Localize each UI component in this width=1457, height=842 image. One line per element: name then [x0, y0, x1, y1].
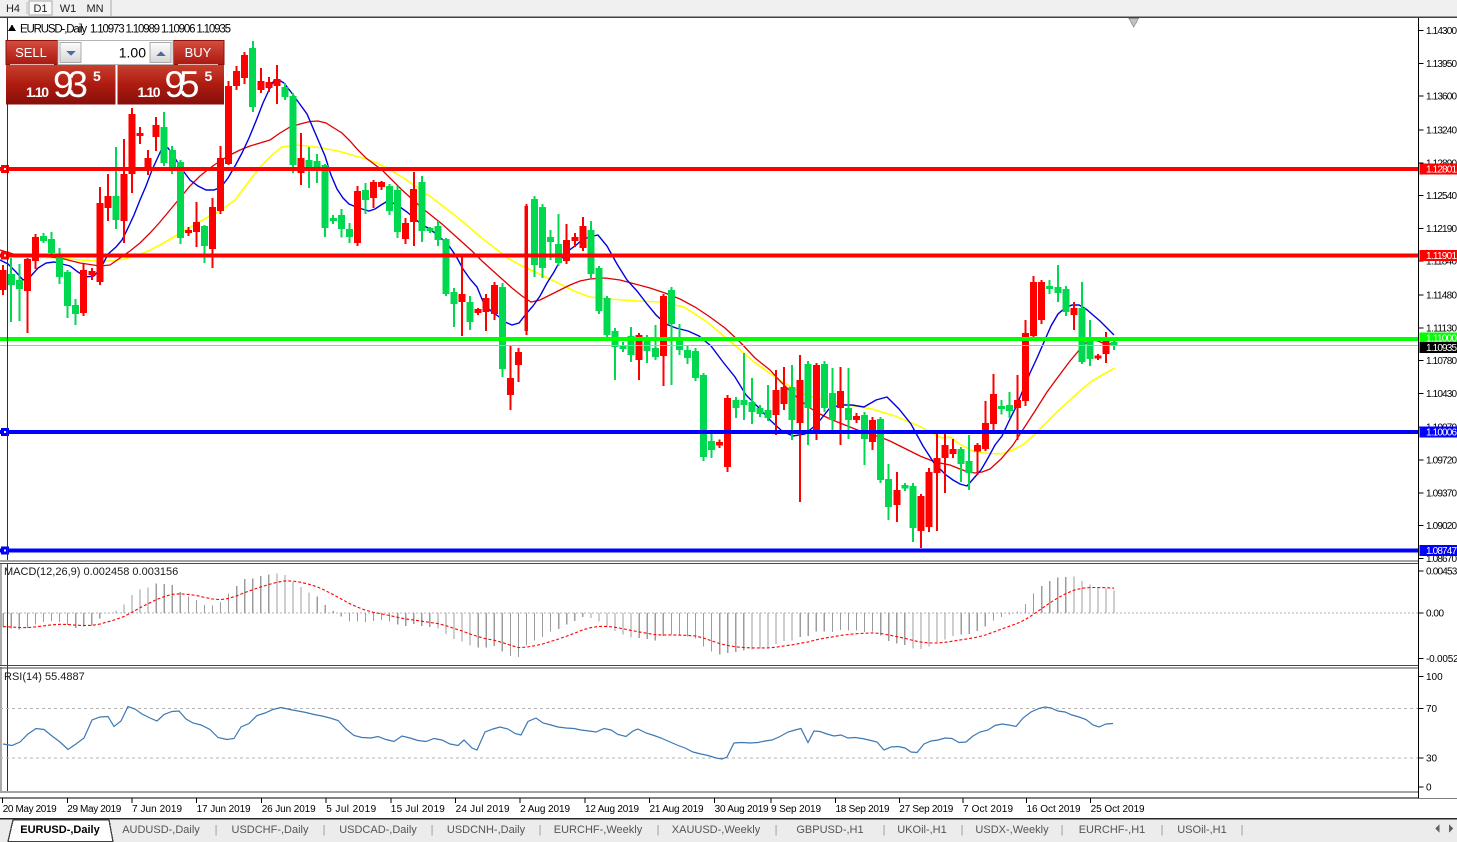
svg-text:1.09720: 1.09720 — [1426, 456, 1457, 467]
svg-text:1.08670: 1.08670 — [1426, 554, 1457, 565]
svg-text:XAUUSD-,Weekly: XAUUSD-,Weekly — [672, 824, 761, 836]
svg-text:15 Jul 2019: 15 Jul 2019 — [391, 804, 445, 815]
svg-text:W1: W1 — [60, 3, 77, 15]
svg-text:24 Jul 2019: 24 Jul 2019 — [456, 804, 510, 815]
svg-text:EURUSD-,Daily: EURUSD-,Daily — [20, 824, 100, 836]
svg-text:1.12190: 1.12190 — [1426, 224, 1457, 235]
svg-text:21 Aug 2019: 21 Aug 2019 — [650, 804, 704, 815]
svg-text:1.09020: 1.09020 — [1426, 521, 1457, 532]
svg-text:H4: H4 — [6, 3, 20, 15]
svg-text:|: | — [215, 824, 218, 836]
svg-text:2 Aug 2019: 2 Aug 2019 — [520, 804, 570, 815]
svg-text:EURCHF-,Weekly: EURCHF-,Weekly — [554, 824, 643, 836]
svg-text:26 Jun 2019: 26 Jun 2019 — [262, 804, 316, 815]
svg-text:7 Jun 2019: 7 Jun 2019 — [132, 804, 182, 815]
svg-text:0.00: 0.00 — [1426, 609, 1444, 620]
svg-text:MACD(12,26,9) 0.002458 0.00315: MACD(12,26,9) 0.002458 0.003156 — [4, 566, 178, 578]
svg-text:93: 93 — [53, 64, 88, 105]
svg-text:27 Sep 2019: 27 Sep 2019 — [899, 804, 953, 815]
svg-text:1.11840: 1.11840 — [1426, 257, 1457, 268]
svg-text:AUDUSD-,Daily: AUDUSD-,Daily — [122, 824, 200, 836]
svg-text:1.08747: 1.08747 — [1426, 546, 1457, 557]
svg-text:|: | — [1061, 824, 1064, 836]
svg-text:70: 70 — [1426, 704, 1438, 715]
svg-text:29 May 2019: 29 May 2019 — [67, 804, 121, 815]
svg-text:USDCNH-,Daily: USDCNH-,Daily — [447, 824, 526, 836]
svg-text:7 Oct 2019: 7 Oct 2019 — [963, 804, 1013, 815]
svg-text:|: | — [539, 824, 542, 836]
svg-text:|: | — [775, 824, 778, 836]
svg-text:1.00: 1.00 — [119, 45, 146, 61]
svg-text:1.10780: 1.10780 — [1426, 356, 1457, 367]
svg-text:17 Jun 2019: 17 Jun 2019 — [197, 804, 251, 815]
svg-text:|: | — [657, 824, 660, 836]
svg-text:1.11130: 1.11130 — [1426, 323, 1457, 334]
svg-text:30 Aug 2019: 30 Aug 2019 — [715, 804, 769, 815]
svg-text:D1: D1 — [33, 3, 47, 15]
svg-text:1.12801: 1.12801 — [1426, 165, 1457, 176]
svg-text:|: | — [1161, 824, 1164, 836]
svg-text:1.13600: 1.13600 — [1426, 92, 1457, 103]
svg-text:USDCHF-,Daily: USDCHF-,Daily — [232, 824, 310, 836]
svg-text:1.13240: 1.13240 — [1426, 125, 1457, 136]
svg-text:20 May 2019: 20 May 2019 — [3, 804, 57, 815]
svg-text:1.11000: 1.11000 — [1426, 334, 1457, 345]
svg-text:RSI(14) 55.4887: RSI(14) 55.4887 — [4, 671, 85, 683]
svg-text:-0.00520: -0.00520 — [1426, 654, 1457, 665]
svg-text:|: | — [883, 824, 886, 836]
svg-text:|: | — [1241, 824, 1244, 836]
svg-text:1.11480: 1.11480 — [1426, 291, 1457, 302]
svg-text:|: | — [323, 824, 326, 836]
svg-text:0.004538: 0.004538 — [1426, 567, 1457, 578]
svg-text:SELL: SELL — [15, 45, 47, 60]
svg-text:1.11901: 1.11901 — [1426, 251, 1457, 262]
svg-text:1.10006: 1.10006 — [1426, 428, 1457, 439]
svg-text:18 Sep 2019: 18 Sep 2019 — [836, 804, 890, 815]
svg-text:1.09370: 1.09370 — [1426, 488, 1457, 499]
svg-text:UKOil-,H1: UKOil-,H1 — [897, 824, 947, 836]
svg-text:25 Oct 2019: 25 Oct 2019 — [1091, 804, 1145, 815]
svg-text:1.10: 1.10 — [138, 84, 161, 100]
svg-text:|: | — [431, 824, 434, 836]
svg-text:100: 100 — [1426, 672, 1443, 683]
svg-text:EURCHF-,H1: EURCHF-,H1 — [1079, 824, 1146, 836]
svg-text:16 Oct 2019: 16 Oct 2019 — [1027, 804, 1081, 815]
svg-text:9 Sep 2019: 9 Sep 2019 — [771, 804, 821, 815]
svg-text:USOil-,H1: USOil-,H1 — [1177, 824, 1227, 836]
svg-text:1.10: 1.10 — [26, 84, 49, 100]
svg-text:USDX-,Weekly: USDX-,Weekly — [975, 824, 1049, 836]
svg-text:5 Jul 2019: 5 Jul 2019 — [326, 804, 376, 815]
svg-text:5: 5 — [93, 68, 101, 84]
svg-text:1.14300: 1.14300 — [1426, 26, 1457, 37]
svg-text:BUY: BUY — [185, 45, 212, 60]
svg-text:30: 30 — [1426, 754, 1438, 765]
svg-text:GBPUSD-,H1: GBPUSD-,H1 — [796, 824, 863, 836]
svg-text:MN: MN — [86, 3, 103, 15]
svg-text:|: | — [961, 824, 964, 836]
svg-text:1.12540: 1.12540 — [1426, 191, 1457, 202]
svg-text:1.10430: 1.10430 — [1426, 389, 1457, 400]
svg-text:5: 5 — [205, 68, 213, 84]
svg-text:0: 0 — [1426, 783, 1432, 794]
svg-text:EURUSD-,Daily 1.10973 1.10989: EURUSD-,Daily 1.10973 1.10989 1.10906 1.… — [20, 24, 231, 36]
svg-text:1.10935: 1.10935 — [1426, 343, 1457, 354]
svg-text:12 Aug 2019: 12 Aug 2019 — [585, 804, 639, 815]
svg-text:1.13950: 1.13950 — [1426, 59, 1457, 70]
svg-text:95: 95 — [165, 64, 200, 105]
svg-text:USDCAD-,Daily: USDCAD-,Daily — [339, 824, 417, 836]
